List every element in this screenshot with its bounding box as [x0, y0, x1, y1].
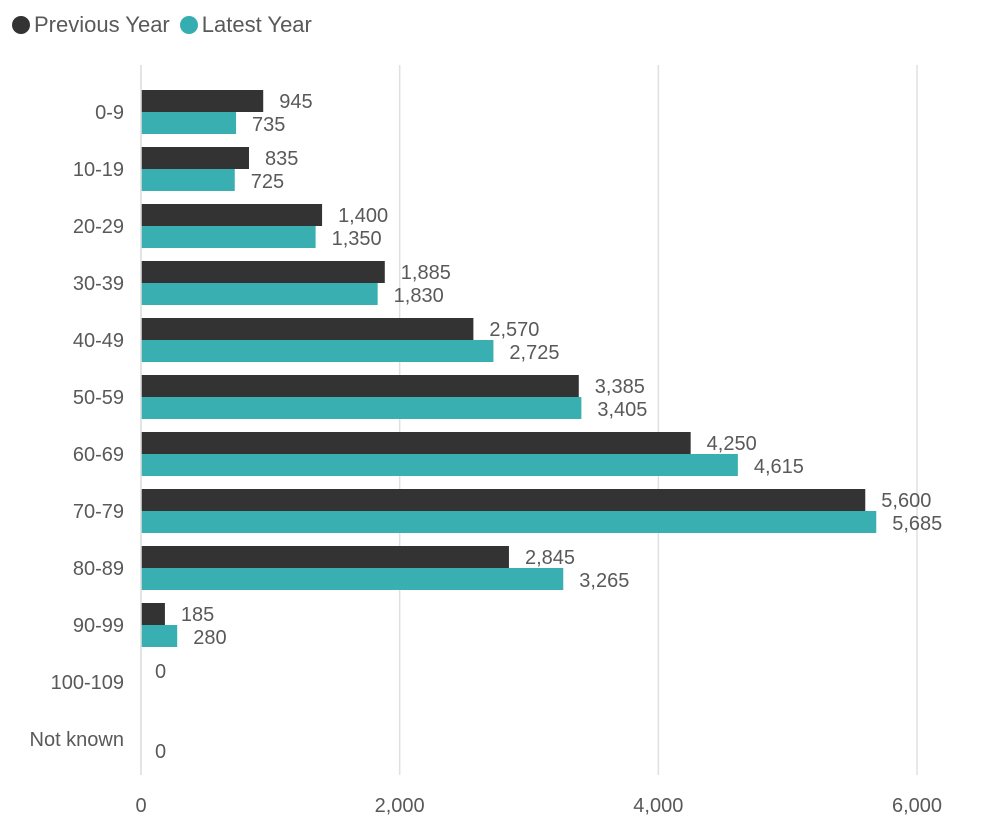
- data-label: 4,615: [754, 456, 804, 478]
- data-label: 0: [155, 741, 166, 763]
- bar: [141, 340, 494, 362]
- x-tick-label: 0: [135, 795, 146, 817]
- bar: [141, 489, 866, 511]
- bar: [141, 283, 378, 305]
- y-tick-label: 20-29: [73, 216, 124, 238]
- y-tick-label: 40-49: [73, 330, 124, 352]
- bar: [141, 432, 691, 454]
- data-label: 3,265: [579, 570, 629, 592]
- data-label: 2,845: [525, 547, 575, 569]
- bar: [141, 261, 385, 283]
- x-tick-label: 4,000: [633, 795, 683, 817]
- bar: [141, 625, 178, 647]
- bar: [141, 375, 579, 397]
- data-label: 0: [155, 661, 166, 683]
- y-tick-label: 30-39: [73, 273, 124, 295]
- bar: [141, 397, 582, 419]
- data-label: 5,600: [881, 490, 931, 512]
- bar: [141, 546, 509, 568]
- y-tick-label: 60-69: [73, 444, 124, 466]
- bar: [141, 204, 323, 226]
- bar: [141, 454, 738, 476]
- legend-swatch-latest-year: [179, 16, 198, 34]
- data-label: 4,250: [707, 433, 757, 455]
- bar: [141, 169, 235, 191]
- data-label: 280: [193, 627, 226, 649]
- bar: [141, 511, 877, 533]
- data-label: 2,570: [489, 319, 539, 341]
- bar: [141, 90, 264, 112]
- bar: [141, 318, 474, 340]
- bar: [141, 226, 316, 248]
- data-label: 945: [279, 91, 312, 113]
- bar: [141, 603, 165, 625]
- y-tick-label: 0-9: [95, 102, 124, 124]
- legend: Previous Year Latest Year: [12, 12, 322, 38]
- y-tick-label: 50-59: [73, 387, 124, 409]
- data-label: 1,400: [338, 205, 388, 227]
- legend-item-previous-year[interactable]: Previous Year: [12, 12, 170, 38]
- x-tick-label: 6,000: [892, 795, 942, 817]
- data-label: 1,885: [401, 262, 451, 284]
- y-tick-label: 100-109: [51, 672, 124, 694]
- legend-item-latest-year[interactable]: Latest Year: [179, 12, 312, 38]
- data-label: 1,830: [394, 285, 444, 307]
- data-label: 725: [251, 171, 284, 193]
- y-tick-label: Not known: [30, 729, 125, 751]
- y-tick-label: 80-89: [73, 558, 124, 580]
- legend-label-previous-year: Previous Year: [34, 12, 170, 37]
- bar: [141, 147, 249, 169]
- data-label: 3,405: [597, 399, 647, 421]
- y-tick-label: 90-99: [73, 615, 124, 637]
- data-label: 2,725: [509, 342, 559, 364]
- y-tick-label: 70-79: [73, 501, 124, 523]
- data-label: 5,685: [892, 513, 942, 535]
- data-label: 185: [181, 604, 214, 626]
- legend-label-latest-year: Latest Year: [201, 12, 312, 37]
- x-tick-label: 2,000: [375, 795, 425, 817]
- bar: [141, 112, 237, 134]
- legend-swatch-previous-year: [12, 16, 30, 34]
- data-label: 735: [252, 114, 285, 136]
- data-label: 3,385: [595, 376, 645, 398]
- bar: [141, 568, 564, 590]
- y-tick-label: 10-19: [73, 159, 124, 181]
- data-label: 1,350: [332, 228, 382, 250]
- data-label: 835: [265, 148, 298, 170]
